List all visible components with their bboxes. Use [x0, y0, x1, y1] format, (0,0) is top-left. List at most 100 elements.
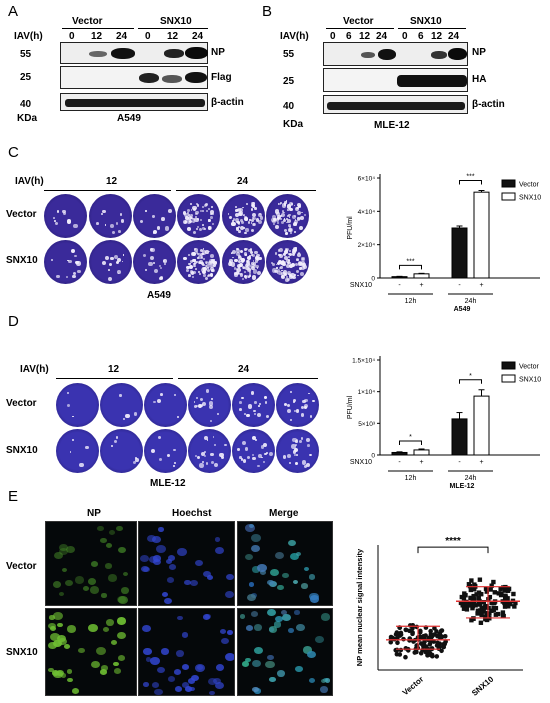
plaque-spot	[252, 222, 257, 227]
time-label-12: 12	[106, 176, 118, 187]
plaque-spot	[192, 217, 196, 221]
plaque-spot	[259, 216, 264, 220]
cell	[226, 630, 233, 636]
plaque-spot	[139, 220, 143, 224]
plaque-spot	[258, 454, 263, 458]
plaque-spot	[243, 413, 246, 415]
plaque-spot	[293, 401, 296, 404]
plaque-spot	[120, 219, 125, 223]
plaque-spot	[233, 272, 237, 276]
plaque-spot	[205, 250, 209, 254]
plaque-spot	[197, 403, 202, 409]
cell	[49, 632, 60, 641]
bar-vector-12h	[391, 276, 408, 279]
plaque-spot	[291, 444, 296, 449]
cell	[320, 613, 330, 621]
plaque-spot	[244, 266, 249, 271]
plaque-spot	[108, 262, 113, 267]
cell	[108, 574, 118, 582]
cell	[295, 665, 303, 672]
plaque-spot	[242, 214, 245, 216]
plaque-spot	[238, 231, 241, 234]
hoechst-stain-image	[138, 521, 235, 606]
plaque-spot	[73, 272, 77, 276]
cell	[181, 663, 190, 670]
plaque-spot	[281, 210, 285, 214]
plaque-spot	[252, 213, 257, 218]
data-point-snx10	[477, 577, 483, 582]
cell	[251, 534, 262, 543]
plaque-spot	[235, 271, 240, 275]
plaque-spot	[213, 259, 215, 261]
plaque-spot	[71, 438, 74, 441]
mw-marker: 25	[20, 72, 32, 83]
plaque-spot	[121, 260, 124, 263]
plaque-spot	[232, 256, 234, 259]
row-label-snx10: SNX10	[6, 255, 38, 266]
plaque-spot	[202, 250, 207, 255]
plaque-spot	[251, 266, 256, 271]
data-point-snx10	[486, 605, 491, 611]
plaque-spot	[205, 209, 209, 212]
cell	[105, 619, 114, 627]
time-label-12: 12	[108, 364, 120, 375]
plaque-spot	[287, 215, 290, 218]
plaque-spot	[211, 212, 214, 216]
data-point-snx10	[461, 596, 467, 601]
mw-marker: 40	[283, 101, 295, 112]
data-point-snx10	[481, 600, 487, 605]
cell	[143, 648, 152, 655]
plaque-spot	[248, 274, 251, 277]
cell	[106, 543, 113, 548]
plaque-dish	[144, 429, 187, 473]
plaque-spot	[289, 261, 292, 265]
plaque-spot	[69, 451, 72, 453]
plaque-spot	[149, 255, 155, 261]
plaque-spot	[234, 258, 239, 263]
plaque-spot	[199, 463, 204, 468]
cell	[208, 677, 218, 685]
group-label-vector: Vector	[72, 16, 103, 27]
plaque-spot	[240, 225, 245, 230]
plaque-spot	[206, 438, 209, 441]
plaque-spot	[292, 275, 296, 279]
plaque-spot	[298, 440, 302, 443]
plaque-spot	[191, 276, 194, 279]
plaque-spot	[283, 253, 287, 257]
group-underline	[326, 28, 394, 29]
plaque-dish	[188, 429, 231, 473]
plaque-spot	[295, 438, 299, 442]
cell	[168, 564, 177, 571]
plaque-spot	[294, 410, 297, 413]
significance-label: *	[409, 434, 412, 441]
cell	[56, 622, 63, 628]
data-point-vector	[437, 631, 442, 637]
plaque-spot	[190, 214, 193, 217]
plaque-spot	[300, 413, 305, 417]
plaque-spot	[309, 414, 313, 418]
plaque-dish	[89, 240, 132, 284]
plaque-spot	[187, 214, 190, 216]
plaque-spot	[277, 262, 281, 266]
plaque-spot	[159, 264, 162, 267]
category-label: 12h	[405, 298, 417, 305]
plaque-spot	[286, 209, 289, 212]
plaque-spot	[174, 461, 177, 464]
plaque-dish	[44, 240, 87, 284]
cell	[118, 546, 127, 554]
plaque-spot	[246, 261, 251, 266]
plaque-spot	[231, 221, 235, 226]
plaque-spot	[207, 274, 210, 277]
data-point-snx10	[482, 605, 488, 610]
cell	[117, 655, 126, 662]
plaque-spot	[252, 262, 257, 266]
plaque-spot	[56, 210, 59, 213]
plaque-spot	[283, 250, 288, 255]
plaque-spot	[202, 257, 205, 260]
cell	[251, 686, 260, 693]
cell	[78, 647, 85, 653]
data-point-vector	[388, 639, 394, 645]
plaque-spot	[200, 256, 204, 259]
data-point-snx10	[491, 605, 497, 611]
plaque-spot	[304, 405, 307, 409]
